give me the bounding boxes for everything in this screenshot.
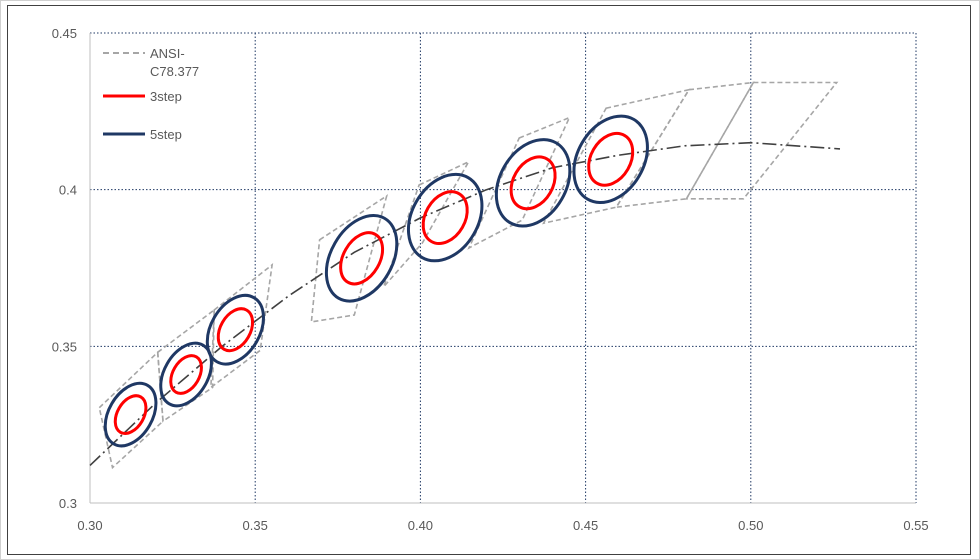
y-tick-label: 0.3	[59, 496, 77, 511]
legend-label: 5step	[150, 127, 182, 142]
x-tick-label: 0.50	[738, 518, 763, 533]
ellipse-5step	[159, 341, 213, 408]
x-tick-label: 0.30	[77, 518, 102, 533]
ellipses-5step	[103, 114, 649, 448]
ellipse-5step	[494, 138, 572, 228]
planckian-locus	[89, 141, 841, 466]
ellipse-3step	[339, 231, 385, 286]
y-tick-label: 0.45	[52, 26, 77, 41]
ansi-quadrangle	[210, 263, 274, 390]
legend-label: ANSI-	[150, 46, 185, 61]
grid-lines	[89, 32, 917, 504]
x-tick-label: 0.45	[573, 518, 598, 533]
ansi-quadrangle	[156, 308, 216, 423]
ellipse-5step	[103, 381, 158, 448]
x-tick-label: 0.40	[408, 518, 433, 533]
ellipse-5step	[572, 114, 649, 204]
legend: ANSI- C78.377 3step 5step	[103, 46, 199, 142]
y-tick-label: 0.4	[59, 183, 77, 198]
ansi-quadrangles	[98, 81, 839, 470]
ansi-quadrangle	[467, 116, 571, 250]
ansi-quadrangle	[310, 194, 389, 323]
legend-label-line2: C78.377	[150, 64, 199, 79]
ellipse-3step	[509, 155, 557, 211]
ellipse-3step	[113, 394, 148, 435]
legend-label: 3step	[150, 89, 182, 104]
tick-labels: 0.30 0.35 0.40 0.45 0.50 0.55 0.3 0.35 0.4 0.45	[52, 26, 929, 533]
ellipse-5step	[406, 172, 484, 263]
ellipse-5step	[205, 293, 265, 366]
ellipse-3step	[587, 131, 635, 187]
chart-area	[7, 5, 971, 555]
ansi-quadrangle	[542, 88, 691, 225]
ellipse-5step	[324, 214, 399, 303]
y-tick-label: 0.35	[52, 339, 77, 354]
x-tick-label: 0.55	[903, 518, 928, 533]
ellipses-3step	[113, 131, 635, 435]
x-tick-label: 0.35	[243, 518, 268, 533]
ansi-quadrangle	[685, 81, 839, 200]
ansi-quadrangle	[382, 160, 471, 288]
ellipse-3step	[216, 307, 255, 353]
ellipse-3step	[169, 354, 203, 395]
ansi-quadrangle	[614, 81, 755, 209]
ellipse-3step	[421, 190, 469, 245]
planckian-locus-line	[89, 141, 841, 466]
